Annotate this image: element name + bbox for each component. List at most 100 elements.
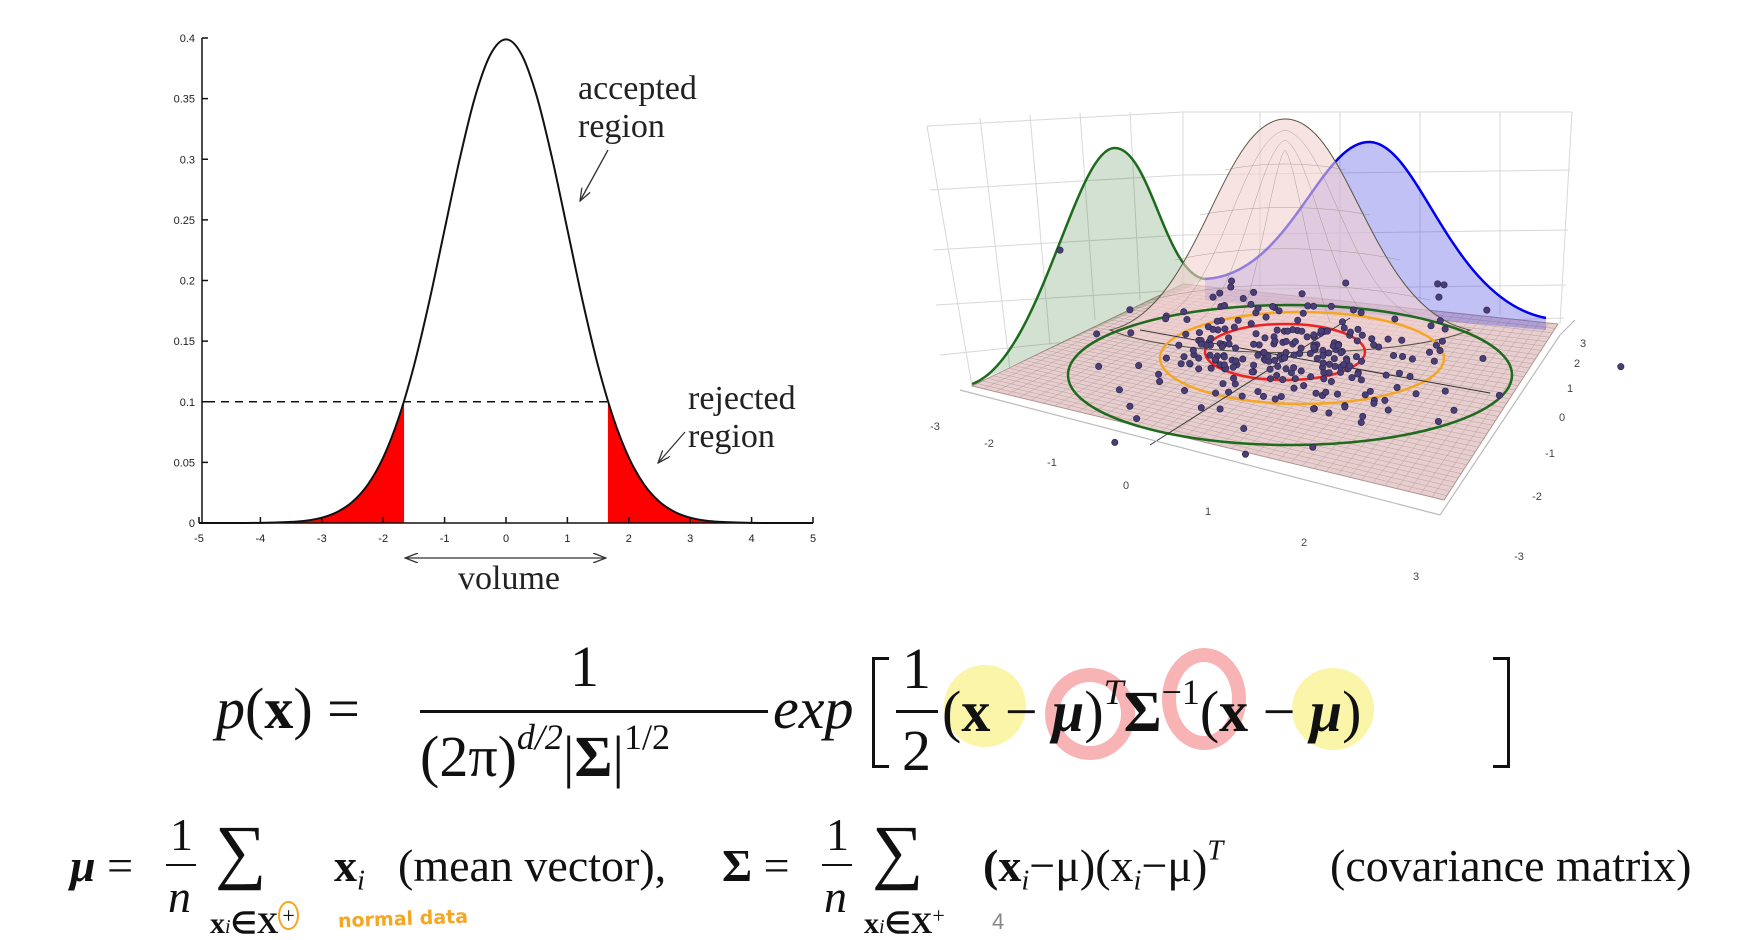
rejected-region-right: [607, 401, 813, 523]
data-point: [1238, 392, 1246, 400]
data-point: [1341, 402, 1349, 410]
density-surface: [1108, 118, 1472, 353]
data-point: [1333, 390, 1341, 398]
data-point: [1375, 343, 1383, 351]
y-axis-tick-label: -2: [1532, 491, 1542, 503]
cov-fraction-bar: [822, 864, 852, 866]
data-point: [1290, 351, 1298, 359]
data-point: [1211, 356, 1219, 364]
data-point: [1247, 300, 1255, 308]
x-axis-tick-label: -3: [930, 421, 940, 433]
data-point: [1162, 315, 1170, 323]
in-set: ∈X: [230, 907, 279, 940]
data-point: [1250, 361, 1258, 369]
data-point: [1217, 302, 1225, 310]
normal-distribution-chart: -5 -4 -3 -2 -1 0 1 2 3 4 5 0 0.05 0.1 0.15 0.2 0.25 0.3 0.…: [174, 33, 816, 600]
floor-grid-line: [1219, 304, 1381, 447]
floor-grid-line: [987, 378, 1453, 488]
equals: =: [95, 840, 134, 891]
data-point: [1310, 346, 1318, 354]
data-point: [1260, 348, 1268, 356]
formula-lhs: p(x) =: [216, 680, 360, 738]
sigma-det: Σ: [574, 724, 613, 789]
floor-grid-line: [1035, 355, 1479, 448]
data-point: [1343, 357, 1351, 365]
data-point: [1280, 327, 1288, 335]
data-point: [1483, 306, 1491, 314]
data-point: [1319, 351, 1327, 359]
floor-grid-line: [1156, 296, 1544, 347]
floor-grid-line: [1072, 337, 1499, 417]
data-point: [1216, 361, 1224, 369]
data-point: [1337, 349, 1345, 357]
exponent-d2: d/2: [516, 717, 563, 758]
handwritten-note: normal data: [337, 905, 469, 933]
floor-grid-line: [1182, 283, 1559, 325]
data-point: [1354, 368, 1362, 376]
y-axis-tick-label: 3: [1580, 338, 1586, 350]
floor-grid-line: [1167, 291, 1550, 338]
y-axis-tick-label: 2: [1574, 358, 1580, 370]
floor-grid-line: [1135, 306, 1533, 364]
floor-grid-line: [1061, 342, 1493, 426]
data-point: [1186, 360, 1194, 368]
data-point: [1211, 356, 1219, 364]
floor-grid-line: [1172, 300, 1343, 435]
floor-grid-line: [1172, 288, 1553, 334]
floor-grid-line: [1014, 365, 1467, 466]
floor-grid-line: [995, 285, 1202, 392]
data-point: [1310, 333, 1318, 341]
equals: ) =: [293, 676, 360, 741]
data-point: [1319, 363, 1327, 371]
x: x: [334, 840, 357, 891]
page-number: 4: [992, 909, 1005, 934]
rejected-arrow: [658, 431, 686, 463]
floor-grid-line: [1148, 298, 1324, 429]
data-point: [1384, 406, 1392, 414]
data-point: [1282, 337, 1290, 345]
floor-grid-line: [1266, 308, 1418, 458]
floor-grid-line: [1066, 339, 1496, 422]
y-tick-label: 0.05: [174, 457, 195, 469]
left-bracket: [872, 657, 889, 768]
half-bar: [896, 710, 938, 713]
x-axis-tick-label: -1: [1047, 457, 1057, 469]
y-marginal-curve: [1205, 141, 1546, 330]
contour-outer: [1066, 303, 1514, 447]
data-point: [1225, 334, 1233, 342]
data-point: [1325, 409, 1333, 417]
data-point: [1335, 340, 1343, 348]
cov-sum-subscript: xi∈X+: [864, 905, 945, 939]
data-point: [1395, 369, 1403, 377]
data-point: [1221, 365, 1229, 373]
data-point: [1289, 340, 1297, 348]
data-point: [1406, 372, 1414, 380]
data-point: [1340, 361, 1348, 369]
i: i: [879, 916, 885, 938]
data-point: [1260, 355, 1268, 363]
data-point: [1297, 344, 1305, 352]
data-point: [1225, 388, 1233, 396]
floor-grid-line: [1089, 293, 1277, 415]
surface-mesh: [1149, 129, 1431, 323]
data-point: [1329, 342, 1337, 350]
data-point: [1320, 375, 1328, 383]
data-point: [1294, 316, 1302, 324]
data-point: [1254, 388, 1262, 396]
rejected-region-left: [199, 401, 405, 523]
data-point: [1298, 290, 1306, 298]
data-point: [1310, 342, 1318, 350]
data-point: [1340, 324, 1348, 332]
data-point: [1217, 317, 1225, 325]
floor-grid-line: [1008, 367, 1465, 470]
floor-grid-line: [1278, 309, 1427, 461]
data-point: [1093, 330, 1101, 338]
data-point: [1399, 352, 1407, 360]
data-point: [1330, 355, 1338, 363]
data-point: [1189, 346, 1197, 354]
floor-grid-line: [1373, 317, 1502, 484]
floor-grid-line: [1051, 347, 1487, 435]
data-point: [1233, 361, 1241, 369]
data-point: [1427, 322, 1435, 330]
x-tick-label: 0: [503, 533, 509, 545]
